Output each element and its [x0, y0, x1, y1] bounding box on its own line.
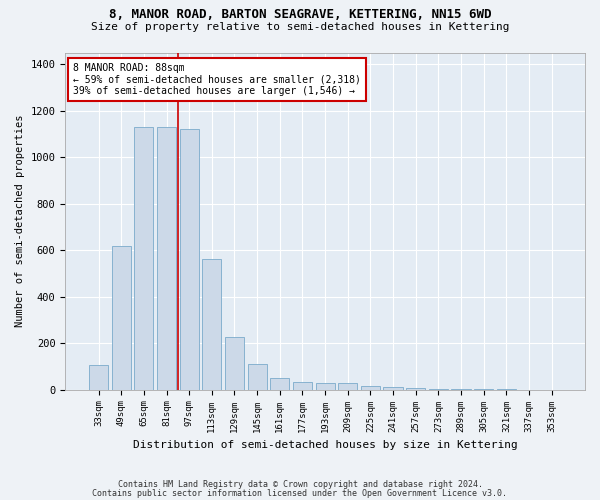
Bar: [248, 364, 267, 390]
Bar: [383, 387, 403, 390]
Bar: [179, 129, 199, 390]
Bar: [134, 127, 154, 390]
Bar: [225, 338, 244, 390]
Bar: [89, 366, 108, 390]
Bar: [361, 386, 380, 390]
Text: 8, MANOR ROAD, BARTON SEAGRAVE, KETTERING, NN15 6WD: 8, MANOR ROAD, BARTON SEAGRAVE, KETTERIN…: [109, 8, 491, 20]
Text: Contains HM Land Registry data © Crown copyright and database right 2024.: Contains HM Land Registry data © Crown c…: [118, 480, 482, 489]
Bar: [451, 389, 471, 390]
Y-axis label: Number of semi-detached properties: Number of semi-detached properties: [15, 115, 25, 328]
Bar: [316, 382, 335, 390]
Bar: [293, 382, 312, 390]
Text: Size of property relative to semi-detached houses in Kettering: Size of property relative to semi-detach…: [91, 22, 509, 32]
Text: 8 MANOR ROAD: 88sqm
← 59% of semi-detached houses are smaller (2,318)
39% of sem: 8 MANOR ROAD: 88sqm ← 59% of semi-detach…: [73, 62, 361, 96]
Text: Contains public sector information licensed under the Open Government Licence v3: Contains public sector information licen…: [92, 488, 508, 498]
X-axis label: Distribution of semi-detached houses by size in Kettering: Distribution of semi-detached houses by …: [133, 440, 518, 450]
Bar: [406, 388, 425, 390]
Bar: [338, 383, 358, 390]
Bar: [112, 246, 131, 390]
Bar: [270, 378, 289, 390]
Bar: [157, 127, 176, 390]
Bar: [429, 388, 448, 390]
Bar: [202, 260, 221, 390]
